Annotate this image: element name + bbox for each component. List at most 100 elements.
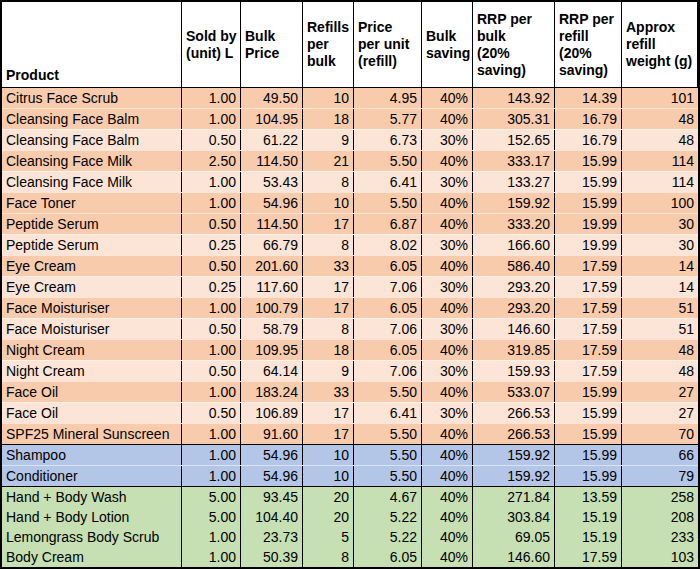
cell-bulk_saving[interactable]: 40% [422,445,473,465]
cell-weight[interactable]: 79 [622,466,698,486]
cell-rrp_bulk[interactable]: 143.92 [473,88,555,108]
cell-price_per_unit[interactable]: 5.50 [354,424,422,444]
cell-refills[interactable]: 10 [303,193,354,213]
cell-rrp_refill[interactable]: 14.39 [555,88,622,108]
cell-product[interactable]: Hand + Body Wash [2,487,182,507]
cell-weight[interactable]: 233 [622,527,698,547]
cell-bulk_saving[interactable]: 40% [422,151,473,171]
cell-rrp_bulk[interactable]: 266.53 [473,403,555,423]
cell-product[interactable]: Peptide Serum [2,214,182,234]
cell-rrp_refill[interactable]: 15.99 [555,193,622,213]
cell-rrp_refill[interactable]: 15.99 [555,424,622,444]
cell-rrp_refill[interactable]: 16.79 [555,130,622,150]
cell-weight[interactable]: 48 [622,109,698,129]
cell-rrp_bulk[interactable]: 159.93 [473,361,555,381]
cell-bulk_price[interactable]: 114.50 [241,151,303,171]
cell-sold_by[interactable]: 0.50 [182,403,241,423]
cell-weight[interactable]: 27 [622,403,698,423]
cell-bulk_saving[interactable]: 30% [422,277,473,297]
cell-rrp_bulk[interactable]: 133.27 [473,172,555,192]
cell-rrp_bulk[interactable]: 159.92 [473,193,555,213]
cell-bulk_price[interactable]: 183.24 [241,382,303,402]
cell-bulk_price[interactable]: 106.89 [241,403,303,423]
cell-product[interactable]: Face Toner [2,193,182,213]
cell-sold_by[interactable]: 0.25 [182,277,241,297]
cell-bulk_saving[interactable]: 30% [422,235,473,255]
cell-price_per_unit[interactable]: 4.67 [354,487,422,507]
cell-price_per_unit[interactable]: 6.41 [354,172,422,192]
cell-weight[interactable]: 208 [622,507,698,527]
cell-bulk_saving[interactable]: 30% [422,403,473,423]
cell-bulk_saving[interactable]: 40% [422,193,473,213]
cell-bulk_saving[interactable]: 40% [422,507,473,527]
cell-bulk_price[interactable]: 91.60 [241,424,303,444]
cell-rrp_refill[interactable]: 19.99 [555,235,622,255]
cell-rrp_bulk[interactable]: 333.20 [473,214,555,234]
cell-weight[interactable]: 48 [622,361,698,381]
cell-price_per_unit[interactable]: 6.41 [354,403,422,423]
cell-rrp_bulk[interactable]: 152.65 [473,130,555,150]
column-header-rrp_bulk[interactable]: RRP perbulk(20%saving) [473,2,555,87]
cell-rrp_bulk[interactable]: 266.53 [473,424,555,444]
cell-bulk_price[interactable]: 61.22 [241,130,303,150]
cell-refills[interactable]: 8 [303,547,354,567]
cell-rrp_refill[interactable]: 17.59 [555,298,622,318]
cell-refills[interactable]: 17 [303,403,354,423]
cell-rrp_refill[interactable]: 17.59 [555,361,622,381]
cell-bulk_price[interactable]: 50.39 [241,547,303,567]
cell-bulk_saving[interactable]: 40% [422,256,473,276]
cell-refills[interactable]: 5 [303,527,354,547]
cell-weight[interactable]: 30 [622,235,698,255]
cell-weight[interactable]: 27 [622,382,698,402]
cell-product[interactable]: Cleansing Face Milk [2,172,182,192]
column-header-rrp_refill[interactable]: RRP perrefill(20%saving) [555,2,622,87]
cell-rrp_refill[interactable]: 16.79 [555,109,622,129]
cell-sold_by[interactable]: 1.00 [182,172,241,192]
cell-refills[interactable]: 10 [303,466,354,486]
cell-rrp_bulk[interactable]: 303.84 [473,507,555,527]
cell-bulk_price[interactable]: 54.96 [241,193,303,213]
cell-weight[interactable]: 51 [622,319,698,339]
cell-weight[interactable]: 103 [622,547,698,567]
cell-price_per_unit[interactable]: 6.05 [354,298,422,318]
cell-bulk_saving[interactable]: 40% [422,298,473,318]
cell-rrp_refill[interactable]: 15.99 [555,172,622,192]
cell-sold_by[interactable]: 0.50 [182,256,241,276]
cell-sold_by[interactable]: 0.50 [182,319,241,339]
cell-bulk_price[interactable]: 58.79 [241,319,303,339]
cell-bulk_price[interactable]: 64.14 [241,361,303,381]
cell-sold_by[interactable]: 0.25 [182,235,241,255]
cell-rrp_refill[interactable]: 17.59 [555,340,622,360]
cell-bulk_price[interactable]: 49.50 [241,88,303,108]
cell-rrp_refill[interactable]: 17.59 [555,319,622,339]
cell-refills[interactable]: 17 [303,214,354,234]
cell-product[interactable]: Body Cream [2,547,182,567]
cell-rrp_refill[interactable]: 15.99 [555,382,622,402]
cell-refills[interactable]: 18 [303,340,354,360]
cell-price_per_unit[interactable]: 5.50 [354,466,422,486]
cell-refills[interactable]: 20 [303,487,354,507]
cell-weight[interactable]: 30 [622,214,698,234]
cell-weight[interactable]: 48 [622,340,698,360]
cell-refills[interactable]: 17 [303,298,354,318]
cell-bulk_saving[interactable]: 40% [422,214,473,234]
cell-sold_by[interactable]: 1.00 [182,424,241,444]
cell-sold_by[interactable]: 1.00 [182,527,241,547]
cell-refills[interactable]: 10 [303,445,354,465]
cell-rrp_refill[interactable]: 15.99 [555,151,622,171]
cell-price_per_unit[interactable]: 5.50 [354,193,422,213]
cell-bulk_saving[interactable]: 40% [422,382,473,402]
cell-rrp_refill[interactable]: 15.99 [555,403,622,423]
cell-refills[interactable]: 33 [303,256,354,276]
cell-bulk_saving[interactable]: 30% [422,172,473,192]
cell-rrp_bulk[interactable]: 146.60 [473,319,555,339]
cell-bulk_price[interactable]: 66.79 [241,235,303,255]
cell-rrp_bulk[interactable]: 319.85 [473,340,555,360]
cell-sold_by[interactable]: 1.00 [182,445,241,465]
cell-rrp_refill[interactable]: 15.19 [555,507,622,527]
cell-bulk_saving[interactable]: 30% [422,130,473,150]
cell-product[interactable]: Shampoo [2,445,182,465]
cell-sold_by[interactable]: 1.00 [182,298,241,318]
cell-bulk_price[interactable]: 117.60 [241,277,303,297]
cell-sold_by[interactable]: 0.50 [182,130,241,150]
